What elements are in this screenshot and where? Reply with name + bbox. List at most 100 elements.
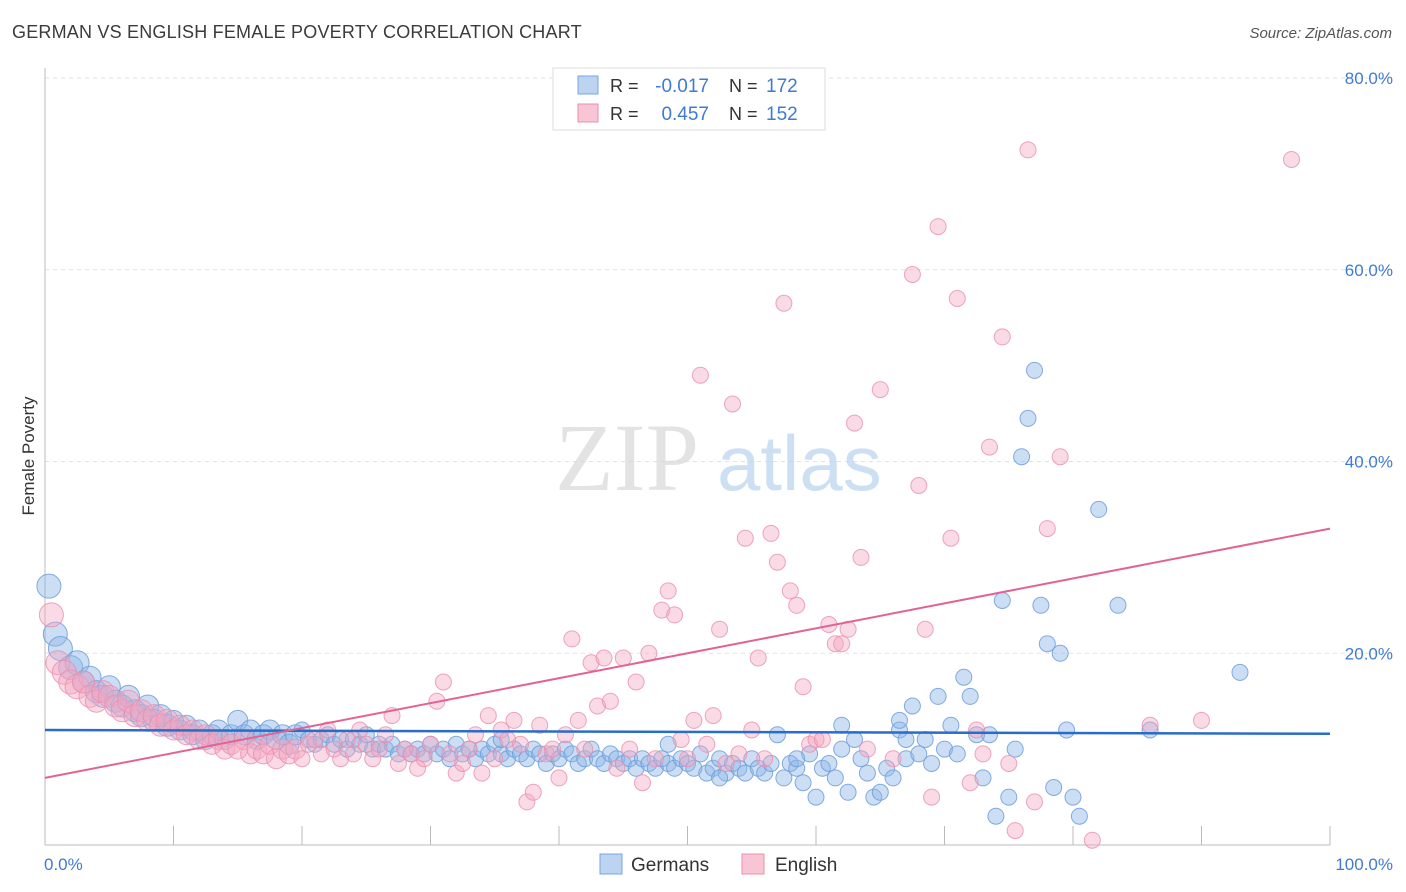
english-point bbox=[634, 774, 651, 792]
english-point bbox=[531, 716, 549, 734]
legend-n-label-english: N = bbox=[729, 104, 758, 124]
english-point bbox=[447, 764, 465, 782]
english-point bbox=[813, 731, 831, 748]
english-point bbox=[1006, 822, 1024, 840]
english-point bbox=[608, 759, 626, 777]
english-point bbox=[486, 750, 504, 768]
german-point bbox=[646, 759, 664, 777]
legend-n-value-german: 172 bbox=[766, 76, 798, 97]
english-point bbox=[666, 606, 684, 624]
english-point bbox=[601, 692, 619, 710]
german-point bbox=[807, 788, 825, 806]
german-point bbox=[1064, 788, 1082, 806]
y-tick-label: 80.0% bbox=[1345, 69, 1393, 88]
german-point bbox=[801, 745, 819, 763]
german-point bbox=[891, 721, 908, 739]
german-trend-line bbox=[44, 728, 1331, 736]
german-point bbox=[550, 750, 568, 768]
correlation-legend: R = -0.017 N = 172 R = 0.457 N = 152 bbox=[552, 67, 826, 131]
german-point bbox=[878, 759, 896, 777]
english-point bbox=[724, 395, 741, 413]
german-point bbox=[1013, 448, 1031, 466]
english-point bbox=[325, 740, 343, 758]
legend-n-label-german: N = bbox=[729, 76, 758, 96]
german-point bbox=[1032, 596, 1050, 614]
english-point bbox=[653, 601, 671, 619]
english-point bbox=[646, 750, 664, 768]
english-point bbox=[704, 707, 722, 725]
english-point bbox=[569, 711, 587, 729]
german-point bbox=[595, 755, 613, 772]
german-point bbox=[1109, 596, 1127, 614]
german-point bbox=[871, 783, 889, 801]
english-point bbox=[981, 438, 998, 456]
english-point bbox=[961, 774, 979, 792]
english-point bbox=[826, 635, 844, 653]
english-point bbox=[91, 680, 115, 704]
german-point bbox=[1058, 721, 1076, 739]
german-point bbox=[531, 745, 549, 763]
english-point bbox=[512, 735, 529, 753]
english-point bbox=[550, 769, 568, 787]
legend-r-value-english: 0.457 bbox=[661, 104, 709, 125]
english-point bbox=[749, 649, 767, 667]
german-point bbox=[942, 716, 960, 734]
english-point bbox=[685, 711, 703, 729]
watermark: ZIP atlas bbox=[555, 404, 882, 511]
legend-n-value-english: 152 bbox=[766, 104, 798, 125]
english-point bbox=[524, 783, 542, 801]
german-point bbox=[576, 750, 594, 768]
english-point bbox=[332, 750, 350, 768]
english-point bbox=[1193, 711, 1210, 729]
german-point bbox=[563, 745, 581, 763]
german-point bbox=[691, 745, 709, 763]
english-point bbox=[389, 755, 407, 772]
series-legend-label-english: English bbox=[775, 855, 837, 876]
english-point bbox=[556, 726, 574, 744]
english-point bbox=[1083, 831, 1101, 849]
english-point bbox=[968, 721, 986, 739]
english-point bbox=[595, 649, 613, 667]
legend-swatch-english bbox=[577, 103, 599, 123]
english-point bbox=[589, 697, 606, 715]
english-point bbox=[492, 721, 510, 739]
english-point bbox=[460, 740, 478, 758]
y-tick-label: 20.0% bbox=[1345, 644, 1393, 663]
chart-title: GERMAN VS ENGLISH FEMALE POVERTY CORRELA… bbox=[12, 22, 582, 42]
english-points bbox=[38, 141, 1300, 849]
german-point bbox=[961, 687, 979, 705]
german-point bbox=[897, 750, 915, 768]
german-point bbox=[910, 745, 928, 763]
english-point bbox=[948, 290, 966, 307]
x-tick-label-min: 0.0% bbox=[44, 855, 83, 874]
german-point bbox=[499, 750, 517, 768]
english-point bbox=[434, 673, 452, 691]
english-point bbox=[473, 764, 491, 782]
english-point bbox=[1019, 141, 1037, 159]
english-point bbox=[929, 218, 947, 236]
german-point bbox=[974, 769, 992, 787]
english-point bbox=[344, 745, 362, 763]
legend-r-label-english: R = bbox=[610, 104, 639, 124]
english-point bbox=[711, 620, 729, 638]
source-label: Source: ZipAtlas.com bbox=[1249, 25, 1392, 42]
german-point bbox=[685, 759, 703, 777]
german-point bbox=[627, 759, 645, 777]
english-point bbox=[582, 654, 600, 672]
english-point bbox=[104, 694, 128, 718]
series-legend-swatch-german bbox=[599, 853, 623, 875]
german-point bbox=[1051, 644, 1069, 662]
english-point bbox=[730, 745, 748, 763]
english-point bbox=[910, 477, 928, 494]
english-point bbox=[402, 745, 420, 763]
german-point bbox=[1045, 779, 1063, 796]
english-point bbox=[563, 630, 581, 648]
german-point bbox=[1019, 409, 1037, 427]
german-point bbox=[788, 750, 806, 768]
english-point bbox=[422, 735, 439, 753]
english-point bbox=[1283, 151, 1300, 168]
german-point bbox=[916, 731, 934, 748]
german-point bbox=[981, 726, 998, 744]
english-point bbox=[117, 689, 140, 713]
english-point bbox=[858, 740, 876, 758]
